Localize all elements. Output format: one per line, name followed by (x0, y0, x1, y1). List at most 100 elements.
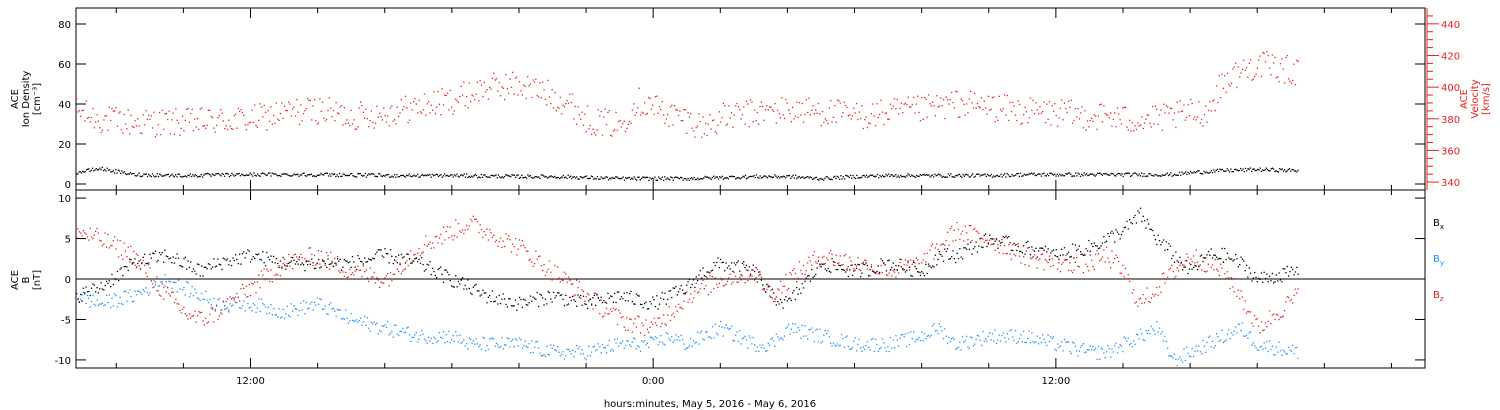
data-point (414, 98, 416, 100)
data-point (1221, 267, 1223, 269)
data-point (430, 176, 432, 178)
data-point (196, 315, 199, 317)
data-point (218, 263, 220, 265)
data-point (1256, 281, 1258, 283)
data-point (741, 275, 744, 277)
data-point (891, 174, 893, 176)
data-point (740, 118, 742, 120)
data-point (433, 336, 435, 338)
data-point (1177, 111, 1180, 113)
data-point (963, 341, 965, 343)
data-point (279, 174, 281, 177)
data-point (532, 265, 534, 267)
data-point (468, 337, 470, 339)
data-point (826, 332, 828, 335)
data-point (1114, 112, 1116, 114)
data-point (83, 171, 85, 173)
data-point (1065, 173, 1067, 175)
data-point (1120, 123, 1123, 125)
data-point (1216, 256, 1218, 258)
data-point (610, 295, 612, 297)
x-axis-label: hours:minutes, May 5, 2016 - May 6, 2016 (604, 399, 816, 410)
data-point (183, 258, 185, 260)
data-point (183, 286, 185, 289)
data-point (763, 119, 765, 121)
data-point (509, 78, 511, 80)
data-point (191, 315, 193, 317)
data-point (1297, 288, 1299, 290)
data-point (904, 333, 907, 335)
data-point (1148, 173, 1150, 175)
data-point (812, 276, 814, 279)
data-point (417, 260, 419, 263)
data-point (953, 338, 955, 341)
data-point (759, 273, 761, 276)
data-point (919, 271, 922, 274)
data-point (1209, 171, 1211, 174)
data-point (642, 112, 644, 114)
data-point (752, 175, 754, 178)
data-point (766, 283, 768, 285)
data-point (913, 175, 915, 178)
data-point (1249, 311, 1252, 313)
data-point (566, 99, 568, 102)
data-point (167, 256, 169, 258)
data-point (688, 179, 690, 181)
data-point (118, 256, 120, 258)
data-point (706, 134, 708, 137)
data-point (130, 259, 132, 261)
data-point (947, 173, 950, 175)
data-point (772, 176, 775, 178)
data-point (579, 176, 582, 178)
data-point (577, 178, 579, 180)
data-point (497, 303, 499, 305)
data-point (542, 269, 544, 272)
data-point (677, 291, 680, 293)
data-point (150, 115, 152, 117)
data-point (265, 174, 267, 177)
data-point (949, 228, 951, 230)
data-point (881, 111, 883, 113)
data-point (721, 175, 723, 177)
data-point (410, 262, 412, 264)
data-point (1067, 251, 1070, 253)
data-point (1042, 111, 1044, 113)
data-point (892, 105, 894, 107)
data-point (1224, 247, 1226, 250)
data-point (694, 136, 696, 138)
data-point (967, 112, 969, 114)
data-point (1285, 352, 1287, 355)
data-point (445, 94, 447, 97)
data-point (990, 238, 992, 240)
data-point (1216, 85, 1218, 87)
data-point (1177, 270, 1180, 272)
data-point (336, 255, 339, 258)
data-point (324, 120, 326, 122)
data-point (702, 116, 704, 118)
data-point (190, 261, 192, 263)
data-point (1274, 170, 1276, 173)
data-point (423, 270, 426, 272)
data-point (841, 264, 843, 266)
data-point (699, 120, 701, 123)
data-point (95, 168, 97, 170)
data-point (836, 269, 839, 271)
data-point (281, 173, 283, 175)
data-point (955, 261, 957, 264)
data-point (953, 176, 956, 178)
data-point (1122, 175, 1124, 178)
data-point (1058, 117, 1060, 119)
data-point (706, 176, 709, 178)
data-point (1187, 171, 1189, 173)
data-point (558, 292, 560, 294)
data-point (276, 174, 278, 177)
data-point (184, 256, 186, 258)
data-point (842, 269, 844, 271)
data-point (661, 101, 663, 103)
data-point (1293, 274, 1295, 276)
data-point (1007, 174, 1009, 176)
data-point (714, 323, 716, 325)
data-point (423, 244, 426, 246)
data-point (1229, 287, 1231, 290)
data-point (111, 297, 113, 299)
